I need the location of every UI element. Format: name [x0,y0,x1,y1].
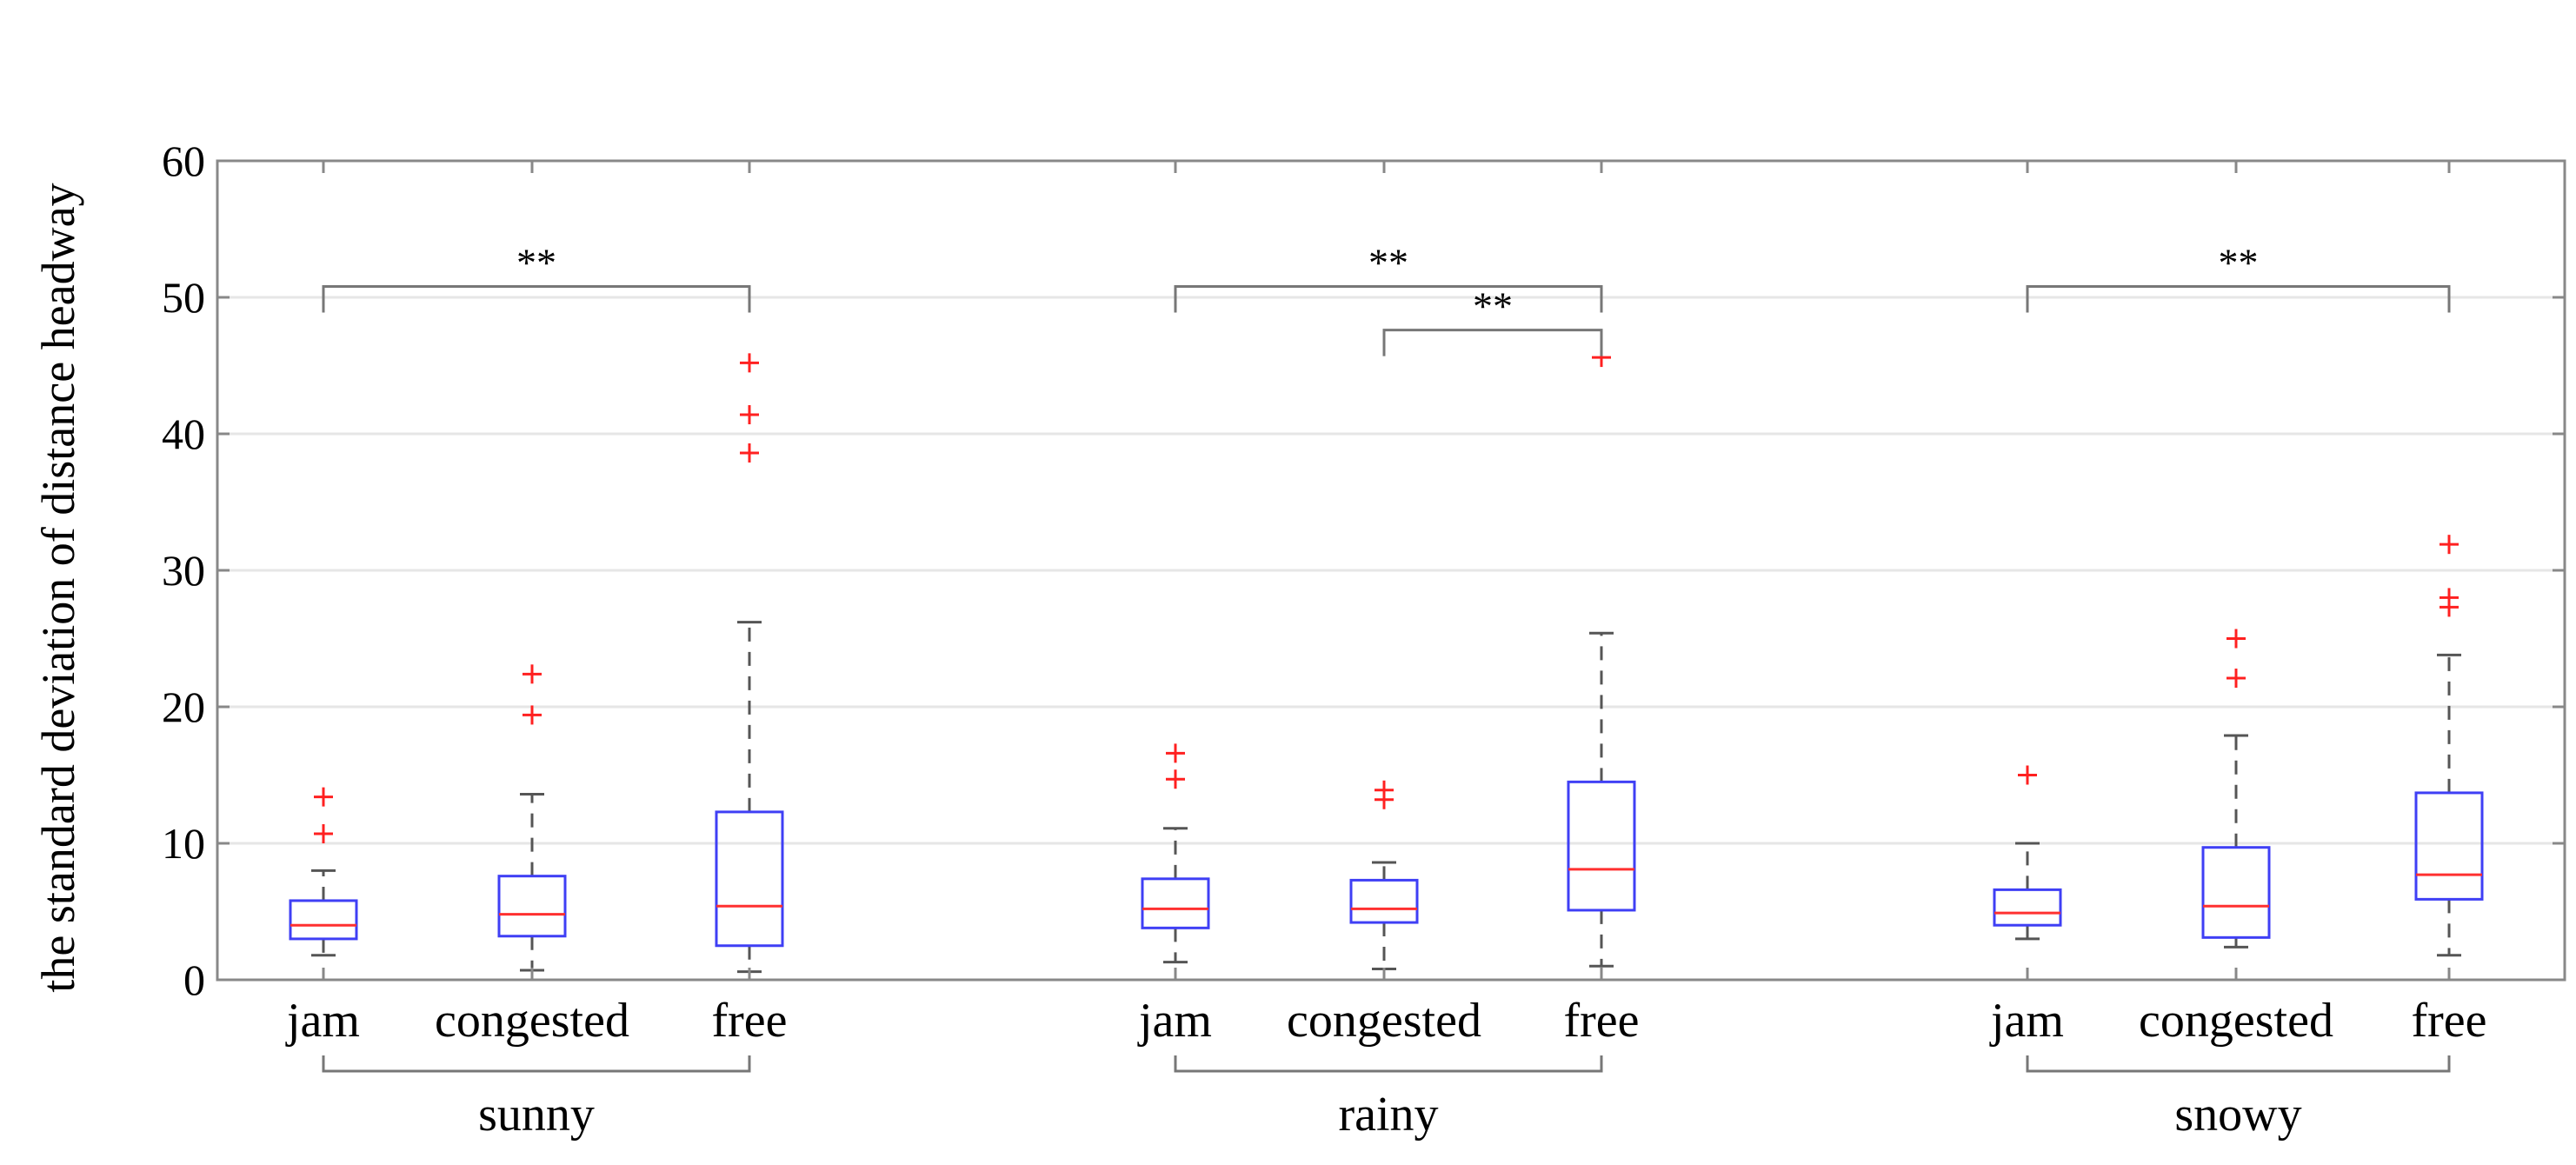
group-label-rainy: rainy [1338,1088,1438,1142]
bracket-line [1174,284,1603,313]
x-axis: jam congested free sunny jam congested free rai… [285,161,2487,1142]
outlier-point [523,664,542,684]
iqr-box [2201,846,2271,939]
significance-bracket: ** [2026,240,2451,313]
box-sunny-congested [497,664,567,972]
outlier-point [2018,765,2037,785]
plot-area: ** ** ** ** [289,240,2484,974]
iqr-box [1567,780,1636,912]
y-axis-label: the standard deviation of distance headw… [32,183,84,992]
category-label-free: free [711,994,787,1048]
outlier-point [2440,535,2459,555]
group-bracket-rainy [1174,1055,1603,1073]
outlier-point [740,405,759,425]
box-snowy-jam [1993,765,2062,941]
outlier-point [1375,780,1394,800]
box-snowy-congested [2201,629,2271,949]
y-tick-label: 30 [162,546,205,595]
outlier-point [740,353,759,373]
y-tick-label: 0 [183,955,205,1004]
y-tick-label: 40 [162,409,205,458]
category-label-jam: jam [1989,994,2064,1048]
iqr-box [1349,878,1419,924]
outlier-point [523,705,542,725]
box-sunny-free [715,353,784,974]
outlier-point [2440,588,2459,608]
outlier-point [314,824,333,844]
group-rainy: ** ** [1141,240,1636,970]
bracket-line [322,284,751,313]
category-label-jam: jam [1137,994,1212,1048]
category-label-jam: jam [285,994,360,1048]
outlier-point [314,787,333,807]
outlier-point [1166,769,1185,789]
group-label-snowy: snowy [2174,1088,2301,1142]
box-snowy-free [2414,535,2484,957]
outlier-point [1166,743,1185,763]
iqr-box [497,875,567,938]
y-tick-label: 60 [162,136,205,185]
iqr-box [1993,888,2062,927]
bracket-line [2026,284,2451,313]
iqr-box [1141,877,1210,929]
significance-bracket: ** [1174,240,1603,313]
significance-label: ** [1473,284,1513,329]
y-axis: 0 10 20 30 40 50 60 [162,136,2565,1004]
y-tick-label: 20 [162,682,205,731]
outlier-point [740,443,759,463]
category-label-congested: congested [2139,994,2333,1048]
iqr-box [2414,791,2484,901]
group-snowy: ** [1993,240,2484,957]
category-label-congested: congested [435,994,629,1048]
category-label-free: free [1563,994,1639,1048]
box-sunny-jam [289,787,358,957]
box-rainy-jam [1141,743,1210,964]
y-tick-label: 10 [162,819,205,868]
significance-label: ** [2219,240,2259,284]
outlier-point [2227,629,2246,649]
bracket-line [1382,329,1603,356]
category-label-congested: congested [1287,994,1481,1048]
group-label-sunny: sunny [478,1088,595,1142]
group-bracket-sunny [322,1055,751,1073]
significance-label: ** [1368,240,1408,284]
y-tick-label: 50 [162,273,205,322]
significance-label: ** [516,240,556,284]
box-rainy-congested [1349,780,1419,970]
grid-lines [217,296,2565,845]
iqr-box [715,810,784,948]
iqr-box [289,899,358,941]
group-bracket-snowy [2026,1055,2451,1073]
category-label-free: free [2411,994,2486,1048]
group-sunny: ** [289,240,784,974]
outlier-point [2227,669,2246,689]
significance-bracket: ** [1382,284,1603,356]
significance-bracket: ** [322,240,751,313]
box-rainy-free [1567,348,1636,968]
